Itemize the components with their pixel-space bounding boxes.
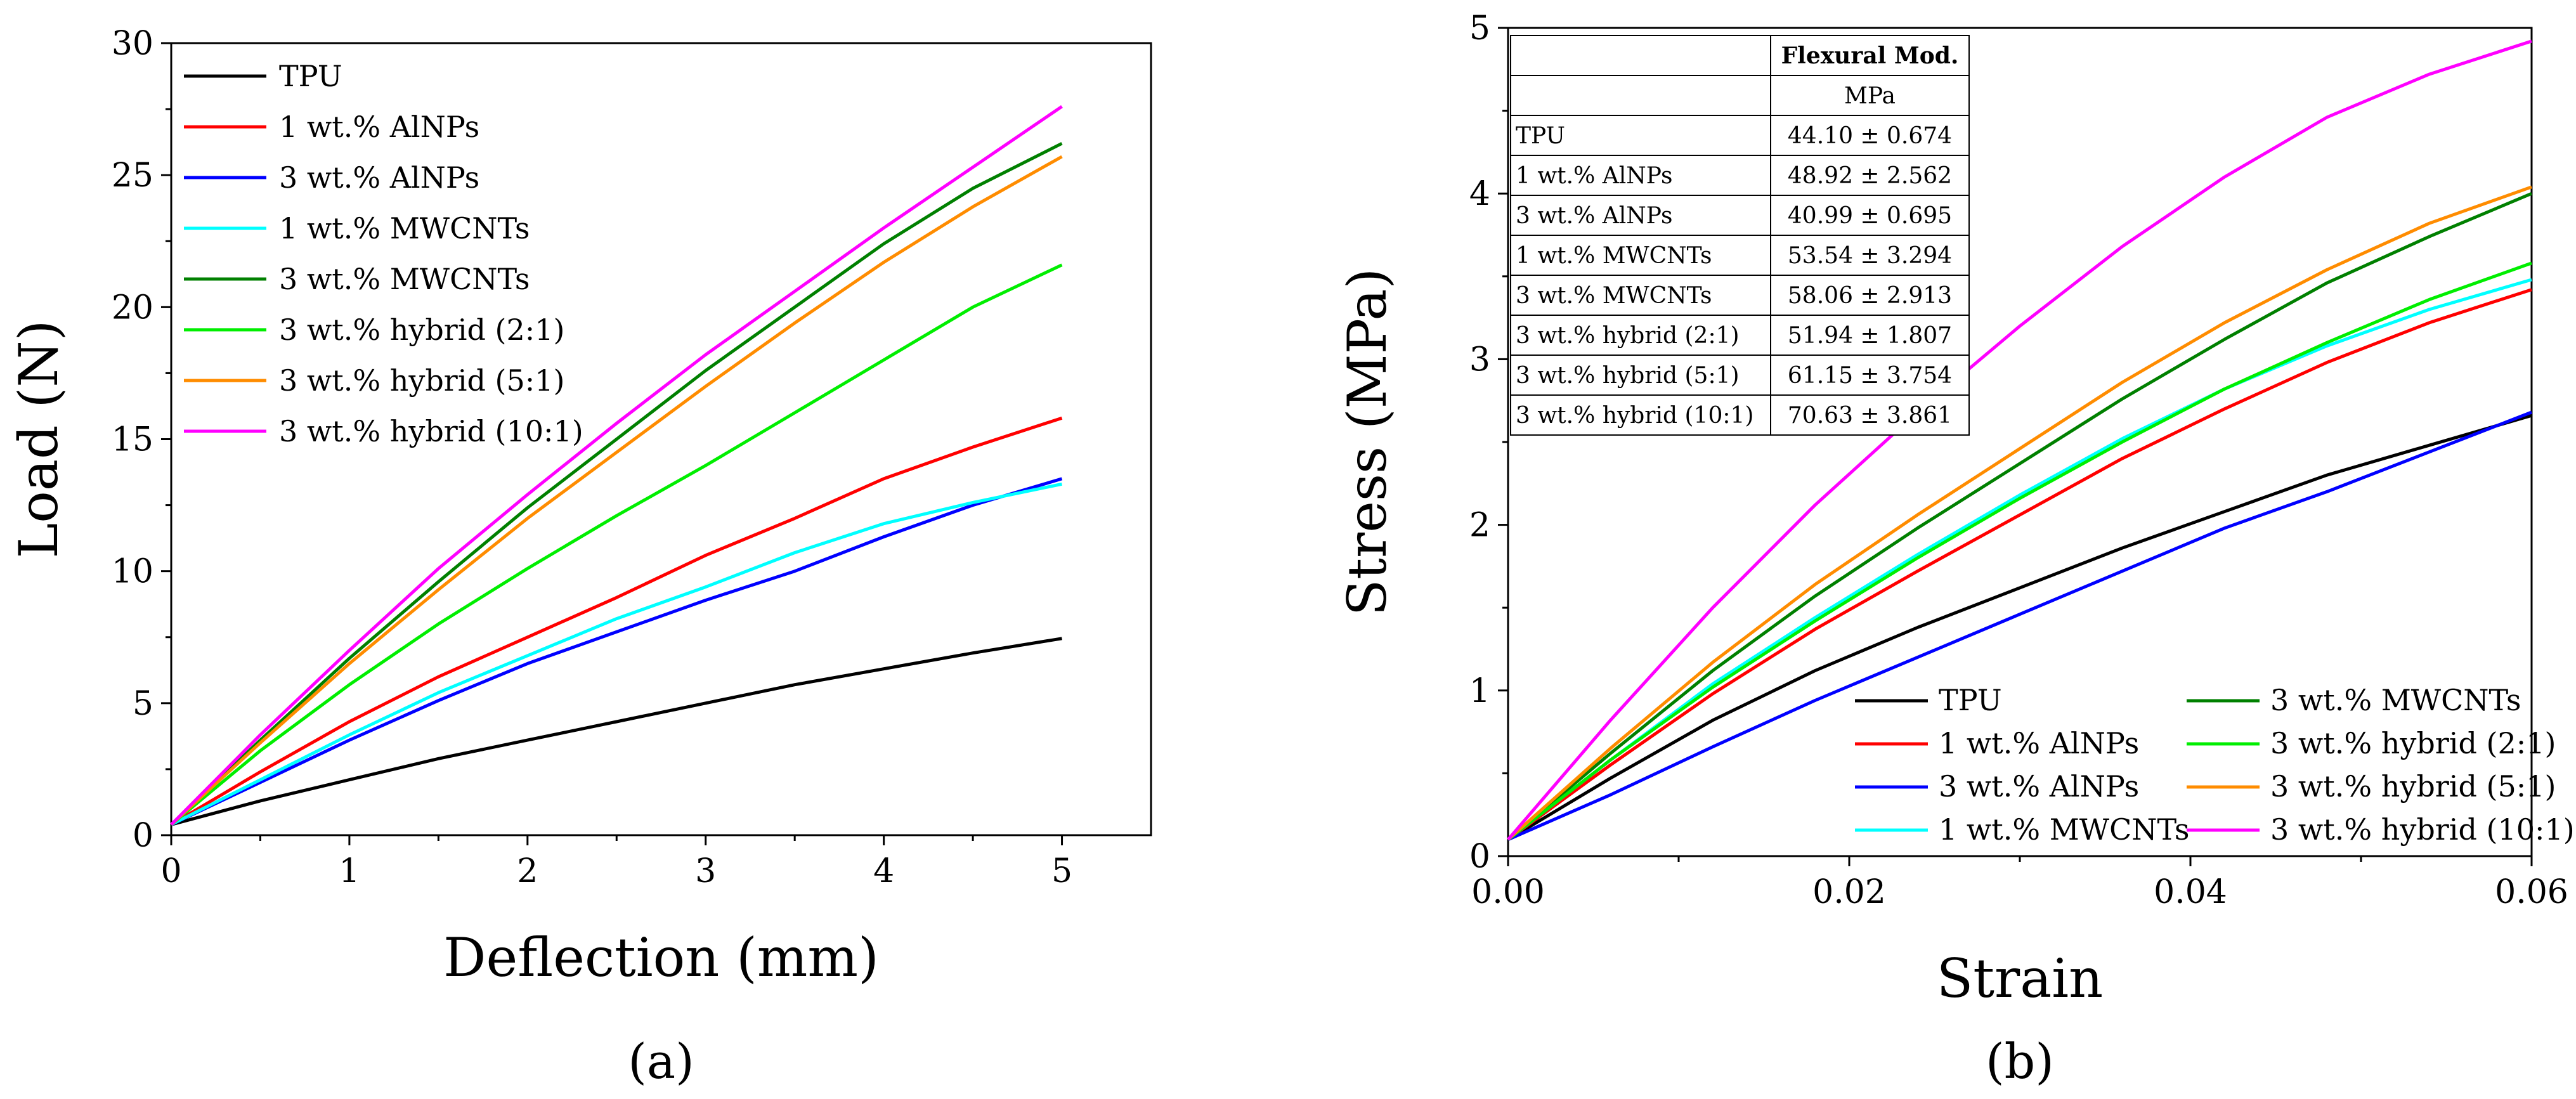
table-row-value: 58.06 ± 2.913 [1788,283,1952,309]
chart-panel-a: 0 1 2 3 4 5 0 5 10 15 20 25 30 Deflection (mm) Load (N… [8,25,1152,1089]
series-line [170,477,1063,826]
table-row-label: 3 wt.% hybrid (2:1) [1516,323,1740,349]
legend-label: TPU [279,59,342,93]
x-tick-label: 3 [695,852,716,890]
series-line [1507,413,2532,842]
table-row-value: 44.10 ± 0.674 [1788,123,1952,149]
table-row-value: 48.92 ± 2.562 [1788,163,1952,189]
series-line [171,637,1062,826]
x-axis-title: Strain [1937,947,2104,1010]
y-tick-label: 20 [112,289,153,327]
table-row-value: 51.94 ± 1.807 [1788,323,1952,349]
series-line [170,105,1063,826]
y-tick-label: 25 [112,157,153,195]
series-line [170,155,1063,826]
legend-label: 3 wt.% hybrid (10:1) [2270,812,2575,847]
series-line [170,482,1063,826]
y-tick-label: 10 [112,553,153,591]
y-tick-label: 2 [1469,507,1490,545]
inset-table: Flexural Mod. MPa TPU 44.10 ± 0.674 1 wt.% A… [1510,35,1970,436]
x-axis-title: Deflection (mm) [443,927,879,989]
table-row-label: 1 wt.% MWCNTs [1516,243,1712,269]
legend-label: 1 wt.% MWCNTs [1939,812,2189,847]
series-line [1507,185,2532,841]
y-tick-label: 1 [1469,672,1490,710]
y-tick-label: 30 [112,25,153,63]
legend-label: 3 wt.% hybrid (5:1) [279,363,564,398]
series-line [1507,410,2532,842]
table-row-label: 1 wt.% AlNPs [1516,163,1672,189]
y-tick-label: 5 [1469,10,1490,48]
y-tick-label: 0 [133,817,153,855]
x-tick-label: 4 [873,852,894,890]
table-header: Flexural Mod. [1781,42,1959,69]
table-row-label: 3 wt.% hybrid (5:1) [1516,363,1740,389]
table-row-label: 3 wt.% MWCNTs [1516,283,1712,309]
panel-label: (b) [1986,1033,2054,1089]
y-tick-label: 3 [1469,341,1490,379]
series-line [170,141,1063,826]
legend-label: 3 wt.% MWCNTs [279,262,530,296]
y-tick-label: 0 [1469,838,1490,876]
series-line [1507,39,2532,841]
table-row-value: 53.54 ± 3.294 [1788,243,1952,269]
x-tick-label: 0.02 [1812,873,1886,911]
table-row-value: 40.99 ± 0.695 [1788,203,1952,229]
legend-label: 3 wt.% MWCNTs [2270,683,2521,717]
table-row-value: 61.15 ± 3.754 [1788,363,1952,389]
series-line [1507,261,2532,841]
legend-label: 3 wt.% hybrid (2:1) [279,313,564,347]
legend-label: 3 wt.% hybrid (5:1) [2270,769,2556,803]
y-tick-label: 4 [1469,175,1490,213]
series-line [1507,288,2532,841]
x-tick-label: 1 [339,852,360,890]
legend-label: 1 wt.% AlNPs [279,110,479,144]
table-unit: MPa [1844,83,1896,109]
x-tick-label: 2 [517,852,538,890]
y-axis-title: Stress (MPa) [1336,268,1398,616]
table-row-label: 3 wt.% AlNPs [1516,203,1672,229]
table-row-label: TPU [1516,123,1565,149]
y-tick-label: 15 [112,421,153,459]
x-tick-label: 0.04 [2154,873,2227,911]
legend-label: 3 wt.% hybrid (10:1) [279,414,583,448]
x-tick-label: 0 [160,852,181,890]
x-tick-label: 0.00 [1471,873,1545,911]
x-tick-label: 5 [1051,852,1072,890]
table-row-label: 3 wt.% hybrid (10:1) [1516,403,1753,429]
table-row-value: 70.63 ± 3.861 [1788,403,1952,429]
series-line [1507,192,2532,841]
x-tick-label: 0.06 [2495,873,2568,911]
series-line [1507,278,2532,841]
series-line [170,416,1063,826]
legend-label: 1 wt.% AlNPs [1939,726,2139,760]
legend-label: 3 wt.% AlNPs [1939,769,2139,803]
legend-label: 1 wt.% MWCNTs [279,211,530,245]
legend-label: TPU [1939,683,2002,717]
legend-label: 3 wt.% hybrid (2:1) [2270,726,2556,760]
y-tick-label: 5 [133,685,153,723]
chart-panel-b: 0.00 0.02 0.04 0.06 0 1 2 3 4 5 Strain Stress (MPa)… [1336,10,2575,1089]
legend-label: 3 wt.% AlNPs [279,160,479,195]
panel-label: (a) [628,1033,694,1089]
series-line [170,263,1063,826]
y-axis-title: Load (N) [8,320,70,559]
